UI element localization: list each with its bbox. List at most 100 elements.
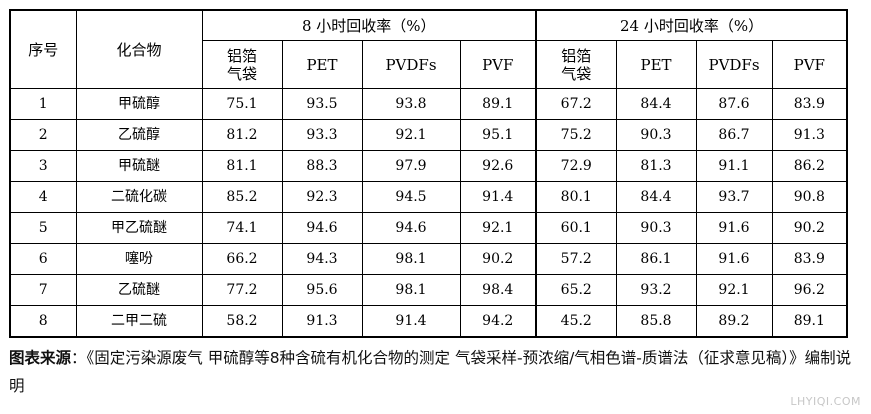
cell-seq: 1 (9, 88, 77, 120)
cell-recovery-value: 60.1 (535, 212, 617, 244)
cell-recovery-value: 98.4 (459, 274, 538, 306)
table-row: 5 甲乙硫醚 74.1 94.6 94.6 92.1 60.1 90.3 91.6 90.2 (9, 212, 848, 244)
recovery-rate-table-container: 序号 化合物 8 小时回收率（%） 24 小时回收率（%） 铝箔 气袋 PET PV… (9, 9, 849, 338)
cell-recovery-value: 66.2 (201, 243, 283, 275)
cell-recovery-value: 95.1 (459, 119, 538, 151)
header-group-24h: 24 小时回收率（%） (535, 9, 848, 41)
cell-recovery-value: 90.8 (771, 181, 848, 213)
cell-recovery-value: 93.5 (281, 88, 363, 120)
cell-recovery-value: 91.6 (695, 212, 773, 244)
cell-recovery-value: 83.9 (771, 88, 848, 120)
cell-recovery-value: 90.3 (615, 119, 697, 151)
cell-recovery-value: 98.1 (361, 274, 461, 306)
cell-seq: 7 (9, 274, 77, 306)
cell-recovery-value: 90.2 (771, 212, 848, 244)
table-row: 7 乙硫醚 77.2 95.6 98.1 98.4 65.2 93.2 92.1 96.2 (9, 274, 848, 306)
cell-recovery-value: 94.6 (281, 212, 363, 244)
cell-recovery-value: 58.2 (201, 305, 283, 338)
cell-recovery-value: 57.2 (535, 243, 617, 275)
cell-compound: 二硫化碳 (75, 181, 203, 213)
cell-recovery-value: 81.1 (201, 150, 283, 182)
caption-lead: 图表来源 (9, 349, 72, 367)
cell-recovery-value: 74.1 (201, 212, 283, 244)
cell-recovery-value: 90.2 (459, 243, 538, 275)
cell-recovery-value: 75.1 (201, 88, 283, 120)
cell-recovery-value: 93.3 (281, 119, 363, 151)
cell-recovery-value: 72.9 (535, 150, 617, 182)
cell-recovery-value: 92.1 (459, 212, 538, 244)
cell-recovery-value: 67.2 (535, 88, 617, 120)
cell-recovery-value: 94.5 (361, 181, 461, 213)
figure-source-caption: 图表来源：《固定污染源废气 甲硫醇等8种含硫有机化合物的测定 气袋采样-预浓缩/… (9, 344, 859, 400)
cell-compound: 甲乙硫醚 (75, 212, 203, 244)
subheader-cell: PVDFs (361, 40, 461, 89)
subheader-cell: PVF (459, 40, 538, 89)
site-watermark: LHYIQI.COM (790, 395, 861, 408)
table-row: 3 甲硫醚 81.1 88.3 97.9 92.6 72.9 81.3 91.1 86.2 (9, 150, 848, 182)
recovery-rate-table: 序号 化合物 8 小时回收率（%） 24 小时回收率（%） 铝箔 气袋 PET PV… (9, 9, 849, 338)
cell-recovery-value: 45.2 (535, 305, 617, 338)
cell-compound: 二甲二硫 (75, 305, 203, 338)
subheader-cell: PET (615, 40, 697, 89)
cell-compound: 甲硫醇 (75, 88, 203, 120)
cell-recovery-value: 86.1 (615, 243, 697, 275)
cell-recovery-value: 92.1 (695, 274, 773, 306)
header-compound: 化合物 (75, 9, 203, 89)
subheader-cell: PET (281, 40, 363, 89)
table-row: 6 噻吩 66.2 94.3 98.1 90.2 57.2 86.1 91.6 83.9 (9, 243, 848, 275)
cell-compound: 噻吩 (75, 243, 203, 275)
cell-recovery-value: 90.3 (615, 212, 697, 244)
cell-compound: 乙硫醚 (75, 274, 203, 306)
cell-recovery-value: 89.1 (771, 305, 848, 338)
table-row: 2 乙硫醇 81.2 93.3 92.1 95.1 75.2 90.3 86.7 91.3 (9, 119, 848, 151)
cell-seq: 4 (9, 181, 77, 213)
cell-recovery-value: 85.8 (615, 305, 697, 338)
table-row: 1 甲硫醇 75.1 93.5 93.8 89.1 67.2 84.4 87.6 83.9 (9, 88, 848, 120)
caption-text: ：《固定污染源废气 甲硫醇等8种含硫有机化合物的测定 气袋采样-预浓缩/气相色谱… (9, 349, 852, 395)
cell-recovery-value: 89.1 (459, 88, 538, 120)
cell-recovery-value: 86.2 (771, 150, 848, 182)
cell-recovery-value: 98.1 (361, 243, 461, 275)
cell-recovery-value: 91.4 (459, 181, 538, 213)
cell-recovery-value: 93.8 (361, 88, 461, 120)
table-row: 4 二硫化碳 85.2 92.3 94.5 91.4 80.1 84.4 93.7 90.8 (9, 181, 848, 213)
cell-recovery-value: 96.2 (771, 274, 848, 306)
cell-recovery-value: 84.4 (615, 181, 697, 213)
cell-recovery-value: 85.2 (201, 181, 283, 213)
cell-compound: 甲硫醚 (75, 150, 203, 182)
cell-recovery-value: 89.2 (695, 305, 773, 338)
cell-recovery-value: 91.1 (695, 150, 773, 182)
subheader-cell: 铝箔 气袋 (201, 40, 283, 89)
cell-recovery-value: 94.6 (361, 212, 461, 244)
cell-recovery-value: 84.4 (615, 88, 697, 120)
subheader-cell: 铝箔 气袋 (535, 40, 617, 89)
cell-recovery-value: 83.9 (771, 243, 848, 275)
cell-recovery-value: 75.2 (535, 119, 617, 151)
cell-recovery-value: 92.3 (281, 181, 363, 213)
cell-seq: 2 (9, 119, 77, 151)
cell-compound: 乙硫醇 (75, 119, 203, 151)
subheader-cell: PVF (771, 40, 848, 89)
cell-recovery-value: 94.3 (281, 243, 363, 275)
cell-recovery-value: 93.7 (695, 181, 773, 213)
cell-recovery-value: 93.2 (615, 274, 697, 306)
cell-recovery-value: 91.6 (695, 243, 773, 275)
cell-seq: 5 (9, 212, 77, 244)
cell-recovery-value: 88.3 (281, 150, 363, 182)
subheader-cell: PVDFs (695, 40, 773, 89)
cell-seq: 3 (9, 150, 77, 182)
cell-seq: 6 (9, 243, 77, 275)
cell-recovery-value: 81.2 (201, 119, 283, 151)
table-row: 8 二甲二硫 58.2 91.3 91.4 94.2 45.2 85.8 89.2 89.1 (9, 305, 848, 338)
cell-recovery-value: 92.1 (361, 119, 461, 151)
cell-recovery-value: 87.6 (695, 88, 773, 120)
cell-recovery-value: 91.4 (361, 305, 461, 338)
cell-recovery-value: 86.7 (695, 119, 773, 151)
cell-recovery-value: 91.3 (771, 119, 848, 151)
cell-recovery-value: 65.2 (535, 274, 617, 306)
cell-recovery-value: 94.2 (459, 305, 538, 338)
cell-seq: 8 (9, 305, 77, 338)
cell-recovery-value: 77.2 (201, 274, 283, 306)
header-seq: 序号 (9, 9, 77, 89)
cell-recovery-value: 92.6 (459, 150, 538, 182)
